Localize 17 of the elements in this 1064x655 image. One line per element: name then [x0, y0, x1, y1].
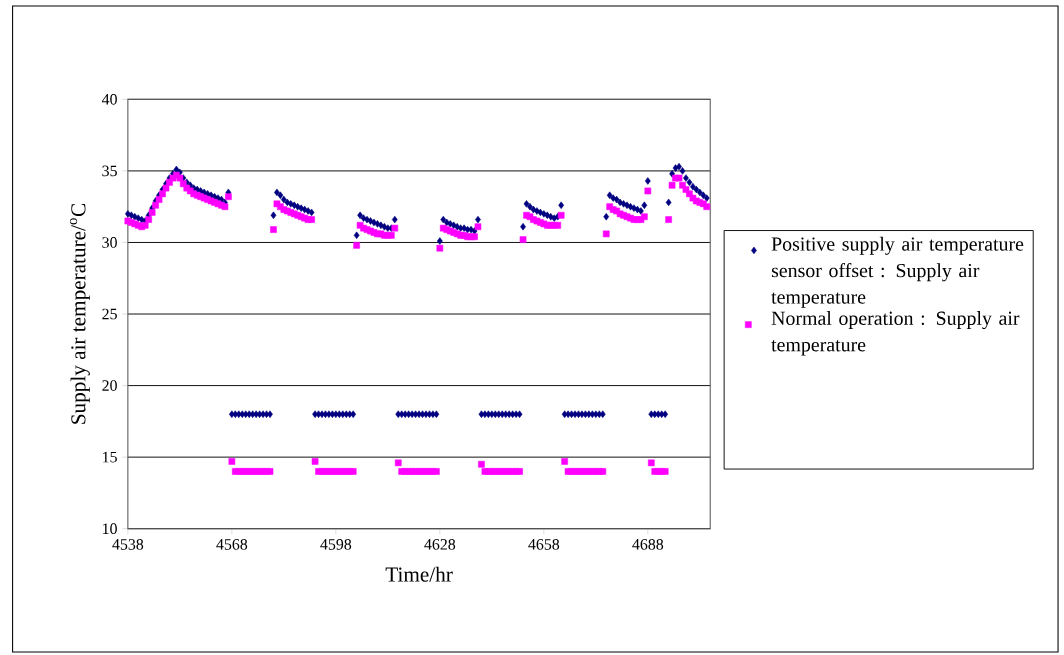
legend-label: Positive supply air temperature sensor offset : Supply air temperature	[771, 236, 1024, 308]
x-axis-title: Time/hr	[385, 566, 453, 582]
y-tick-label: 30	[102, 237, 117, 248]
y-tick-label: 25	[102, 308, 117, 320]
legend-label: Normal operation : Supply air temperature	[771, 311, 1020, 356]
y-axis-title: Supply air temperature/$^{o}$C	[70, 204, 90, 424]
y-tick-label: 10	[103, 523, 117, 535]
y-tick-label: 20	[102, 380, 117, 391]
x-tick-label: 4628	[424, 539, 456, 550]
x-tick-label: 4538	[112, 539, 144, 550]
y-tick-label: 35	[102, 165, 117, 177]
y-tick-label: 40	[101, 94, 117, 105]
x-tick-label: 4688	[632, 539, 664, 550]
x-tick-label: 4568	[216, 539, 248, 550]
x-tick-label: 4598	[320, 539, 352, 550]
x-tick-label: 4658	[528, 539, 560, 550]
y-tick-label: 15	[103, 451, 117, 463]
